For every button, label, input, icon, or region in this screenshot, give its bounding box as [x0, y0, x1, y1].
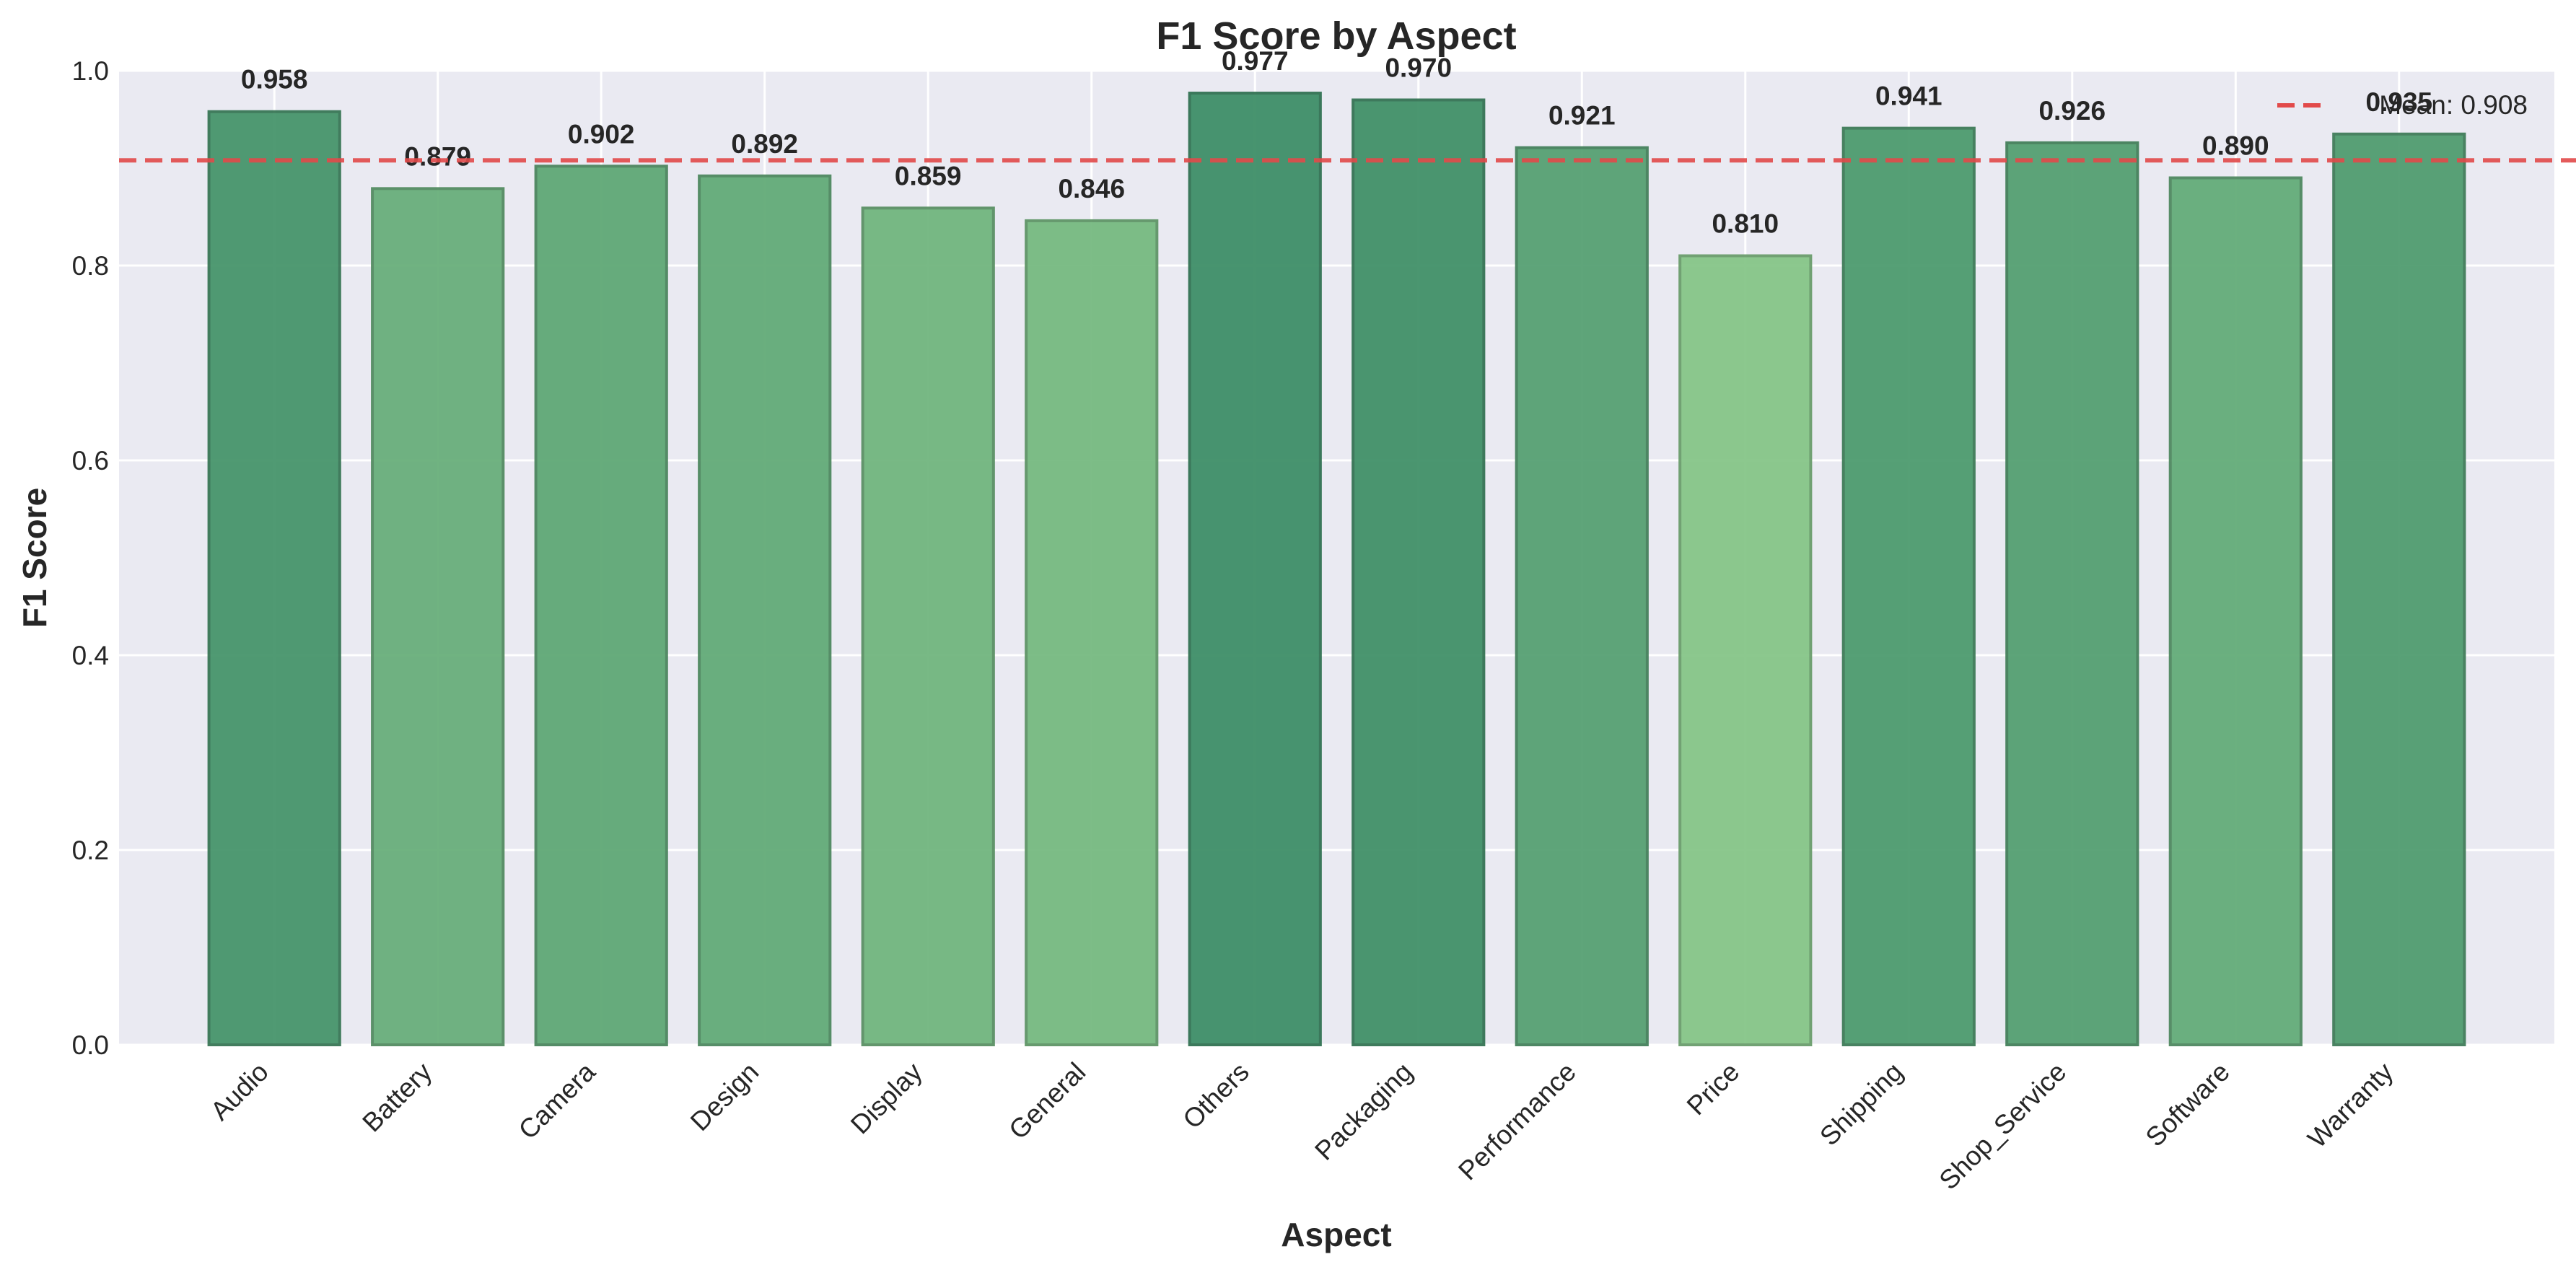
bar-battery	[371, 187, 505, 1047]
y-tick-label: 0.8	[72, 251, 109, 281]
y-tick-labels: 0.0 0.2 0.4 0.6 0.8 1.0	[72, 56, 109, 1060]
x-tick-label: Packaging	[1309, 1057, 1418, 1166]
x-tick-label: General	[1003, 1057, 1091, 1145]
y-tick-label: 0.0	[72, 1030, 109, 1060]
value-label: 0.902	[568, 119, 635, 149]
y-tick-label: 0.2	[72, 836, 109, 865]
plot-background	[119, 71, 2554, 1045]
value-labels-group: 0.958 0.879 0.902 0.892 0.859 0.846 0.977 0.970…	[241, 46, 2432, 238]
bar-performance	[1515, 146, 1649, 1046]
value-label: 0.926	[2038, 96, 2106, 126]
bar-audio	[207, 110, 341, 1047]
value-label: 0.977	[1222, 46, 1289, 76]
x-tick-label: Shipping	[1814, 1057, 1909, 1152]
x-tick-label: Shop_Service	[1934, 1057, 2072, 1196]
bar-shop-service	[2005, 141, 2139, 1046]
x-tick-label: Audio	[205, 1057, 274, 1126]
bar-general	[1025, 219, 1159, 1046]
bar-display	[861, 206, 995, 1047]
y-tick-label: 0.4	[72, 641, 109, 670]
legend-mean-label: Mean: 0.908	[2379, 90, 2528, 120]
y-axis-label: F1 Score	[16, 488, 53, 628]
x-tick-label: Price	[1681, 1057, 1745, 1121]
bar-software	[2168, 176, 2303, 1046]
bar-others	[1188, 92, 1322, 1046]
value-label: 0.892	[731, 129, 798, 159]
chart-title: F1 Score by Aspect	[1156, 14, 1516, 58]
value-label: 0.846	[1058, 174, 1125, 203]
value-label: 0.890	[2202, 131, 2269, 161]
x-tick-label: Camera	[513, 1056, 601, 1144]
bars-group	[207, 92, 2466, 1047]
value-label: 0.941	[1875, 82, 1942, 111]
x-tick-labels: Audio Battery Camera Design Display General Ot…	[205, 1056, 2399, 1195]
x-axis-label: Aspect	[1281, 1216, 1391, 1253]
value-label: 0.970	[1385, 53, 1452, 83]
y-tick-label: 1.0	[72, 56, 109, 86]
x-tick-label: Others	[1177, 1057, 1255, 1135]
legend: Mean: 0.908	[2277, 90, 2528, 120]
x-tick-label: Design	[685, 1057, 764, 1136]
bar-shipping	[1841, 126, 1976, 1046]
x-tick-label: Battery	[356, 1056, 437, 1137]
y-tick-label: 0.6	[72, 446, 109, 476]
bar-packaging	[1351, 98, 1486, 1046]
value-label: 0.935	[2366, 87, 2433, 117]
x-tick-label: Warranty	[2302, 1056, 2398, 1153]
value-label: 0.810	[1712, 209, 1779, 239]
x-tick-label: Performance	[1453, 1057, 1582, 1186]
value-label: 0.921	[1548, 101, 1616, 131]
value-label: 0.958	[241, 65, 308, 95]
bar-warranty	[2332, 132, 2466, 1046]
value-label: 0.859	[895, 161, 962, 190]
x-tick-label: Software	[2140, 1057, 2235, 1152]
horizontal-gridlines	[119, 69, 2554, 1046]
bar-design	[698, 174, 832, 1046]
value-label: 0.879	[404, 141, 471, 171]
x-tick-label: Display	[845, 1056, 928, 1139]
bar-price	[1678, 254, 1813, 1046]
bar-camera	[534, 165, 668, 1046]
